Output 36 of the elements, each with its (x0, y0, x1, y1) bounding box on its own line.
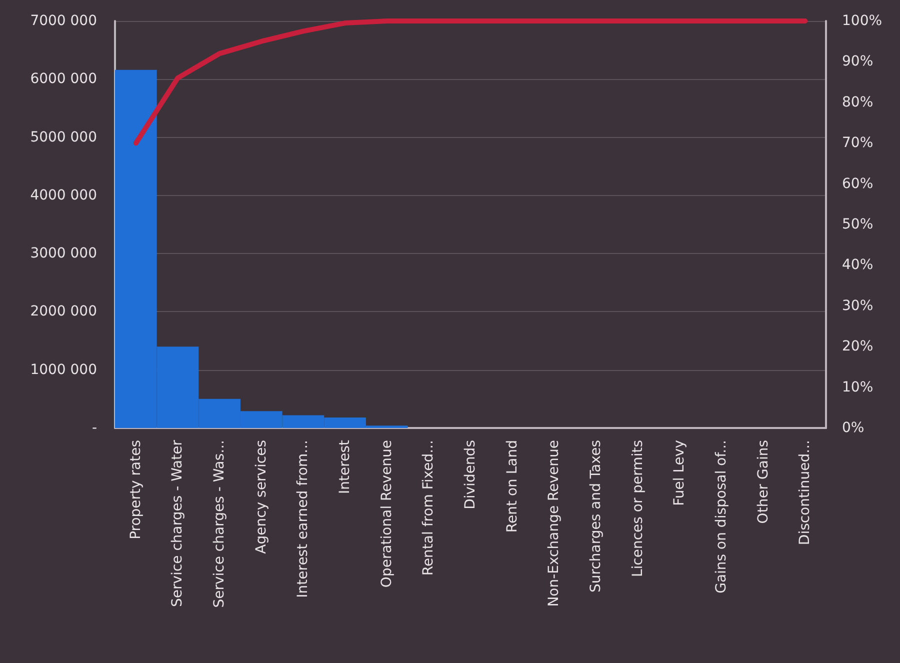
x-tick-label: Dividends (462, 440, 478, 510)
x-tick-label: Surcharges and Taxes (588, 440, 604, 592)
x-tick-label: Agency services (253, 440, 270, 554)
y2-tick-label: 30% (842, 298, 874, 314)
y-tick-label: - (92, 420, 97, 436)
x-tick-label: Licences or permits (630, 440, 646, 578)
y-tick-label: 1000 000 (30, 362, 97, 378)
y2-tick-label: 90% (842, 54, 874, 70)
x-tick-label: Rental from Fixed... (420, 440, 437, 576)
x-tick-label: Interest (337, 439, 354, 494)
x-tick-label: Gains on disposal of... (713, 440, 730, 594)
x-tick-label: Fuel Levy (672, 440, 688, 506)
y-tick-label: 6000 000 (30, 71, 97, 88)
y2-tick-label: 80% (842, 94, 874, 110)
y-tick-label: 2000 000 (30, 304, 97, 320)
y2-tick-label: 10% (842, 379, 874, 396)
x-tick-label: Property rates (128, 440, 144, 540)
y2-tick-label: 20% (842, 338, 874, 355)
x-tick-label: Rent on Land (504, 440, 520, 533)
y-tick-label: 3000 000 (30, 246, 97, 262)
y2-tick-label: 70% (842, 135, 874, 152)
y2-tick-label: 40% (842, 257, 874, 274)
x-tick-label: Service charges - Water (170, 440, 186, 607)
y-tick-label: 7000 000 (30, 13, 97, 29)
y2-tick-label: 0% (842, 420, 864, 436)
x-tick-label: Service charges - Was... (212, 440, 228, 608)
y2-tick-label: 50% (842, 216, 874, 232)
x-tick-label: Non-Exchange Revenue (546, 440, 562, 607)
x-tick-label: Operational Revenue (378, 440, 395, 588)
y-tick-label: 5000 000 (30, 129, 97, 146)
y2-tick-label: 100% (842, 13, 882, 29)
y2-tick-label: 60% (842, 176, 874, 192)
x-tick-label: Other Gains (755, 440, 772, 524)
x-tick-label: Discontinued... (797, 440, 814, 546)
x-tick-label: Interest earned from... (295, 440, 312, 598)
y-tick-label: 4000 000 (30, 187, 97, 204)
